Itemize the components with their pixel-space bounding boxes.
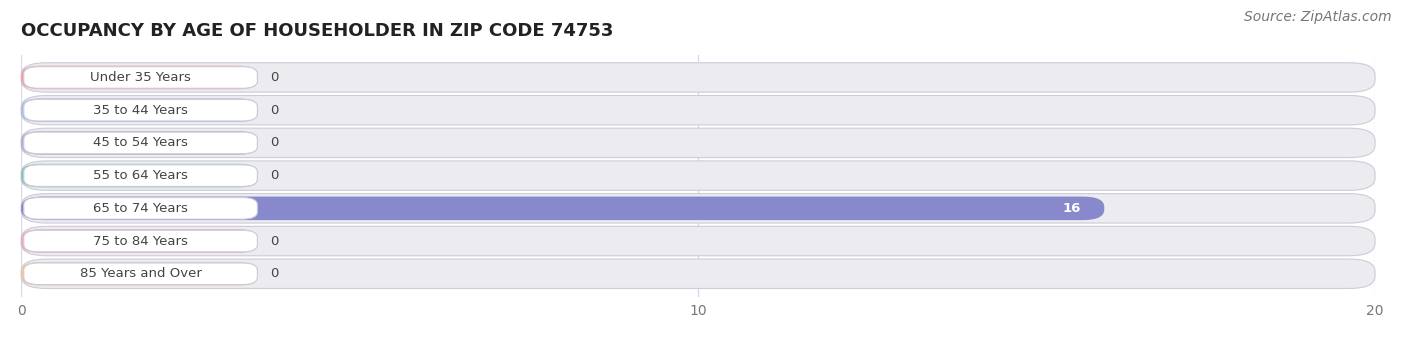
FancyBboxPatch shape xyxy=(24,132,257,154)
FancyBboxPatch shape xyxy=(21,99,259,122)
FancyBboxPatch shape xyxy=(24,165,257,187)
FancyBboxPatch shape xyxy=(21,229,259,253)
FancyBboxPatch shape xyxy=(21,164,259,188)
Text: 45 to 54 Years: 45 to 54 Years xyxy=(93,136,188,149)
Text: 0: 0 xyxy=(270,235,278,248)
Text: 85 Years and Over: 85 Years and Over xyxy=(80,267,201,280)
FancyBboxPatch shape xyxy=(24,230,257,252)
FancyBboxPatch shape xyxy=(21,95,1375,125)
Text: 0: 0 xyxy=(270,267,278,280)
Text: 65 to 74 Years: 65 to 74 Years xyxy=(93,202,188,215)
FancyBboxPatch shape xyxy=(21,131,259,155)
FancyBboxPatch shape xyxy=(24,99,257,121)
FancyBboxPatch shape xyxy=(21,196,1104,220)
FancyBboxPatch shape xyxy=(21,194,1375,223)
FancyBboxPatch shape xyxy=(21,66,259,89)
FancyBboxPatch shape xyxy=(21,161,1375,190)
FancyBboxPatch shape xyxy=(24,67,257,88)
Text: 0: 0 xyxy=(270,136,278,149)
Text: OCCUPANCY BY AGE OF HOUSEHOLDER IN ZIP CODE 74753: OCCUPANCY BY AGE OF HOUSEHOLDER IN ZIP C… xyxy=(21,22,613,40)
Text: 0: 0 xyxy=(270,169,278,182)
Text: 0: 0 xyxy=(270,104,278,117)
FancyBboxPatch shape xyxy=(21,63,1375,92)
FancyBboxPatch shape xyxy=(21,128,1375,158)
Text: 16: 16 xyxy=(1062,202,1081,215)
FancyBboxPatch shape xyxy=(21,226,1375,256)
Text: 0: 0 xyxy=(270,71,278,84)
FancyBboxPatch shape xyxy=(24,197,257,219)
Text: Source: ZipAtlas.com: Source: ZipAtlas.com xyxy=(1244,10,1392,24)
FancyBboxPatch shape xyxy=(21,259,1375,288)
FancyBboxPatch shape xyxy=(24,263,257,284)
Text: 35 to 44 Years: 35 to 44 Years xyxy=(93,104,188,117)
FancyBboxPatch shape xyxy=(21,262,259,285)
Text: 75 to 84 Years: 75 to 84 Years xyxy=(93,235,188,248)
Text: 55 to 64 Years: 55 to 64 Years xyxy=(93,169,188,182)
Text: Under 35 Years: Under 35 Years xyxy=(90,71,191,84)
